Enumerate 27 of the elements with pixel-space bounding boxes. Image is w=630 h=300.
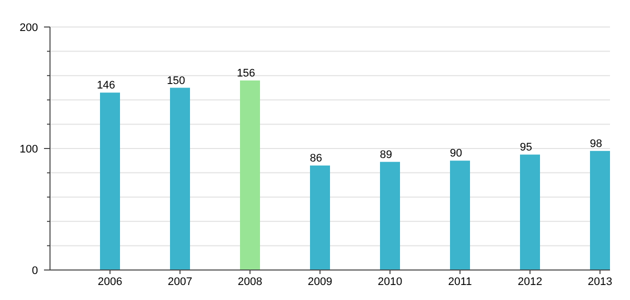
bar bbox=[240, 80, 260, 270]
x-tick-label: 2009 bbox=[308, 276, 332, 288]
bar bbox=[450, 160, 470, 270]
x-tick-label: 2013 bbox=[588, 276, 612, 288]
data-label: 156 bbox=[236, 67, 256, 80]
data-label: 89 bbox=[380, 148, 392, 161]
x-tick-label: 2006 bbox=[98, 276, 122, 288]
bar bbox=[170, 88, 190, 270]
y-tick-label: 0 bbox=[32, 265, 38, 277]
x-tick-label: 2007 bbox=[168, 276, 192, 288]
y-tick-label: 100 bbox=[20, 144, 38, 156]
data-label: 98 bbox=[590, 138, 602, 150]
data-label: 146 bbox=[96, 80, 116, 92]
bar bbox=[310, 166, 330, 270]
x-tick-label: 2008 bbox=[238, 276, 262, 288]
bar bbox=[380, 162, 400, 270]
data-label: 95 bbox=[520, 142, 532, 154]
data-label: 86 bbox=[310, 152, 322, 165]
y-tick-label: 200 bbox=[20, 22, 38, 34]
bar bbox=[100, 92, 120, 270]
x-tick-label: 2011 bbox=[448, 276, 472, 288]
x-tick-label: 2012 bbox=[518, 276, 542, 288]
bar bbox=[520, 154, 540, 270]
bar bbox=[590, 150, 610, 270]
data-label: 150 bbox=[166, 74, 186, 87]
x-tick-label: 2010 bbox=[378, 276, 402, 288]
data-label: 90 bbox=[450, 148, 462, 160]
